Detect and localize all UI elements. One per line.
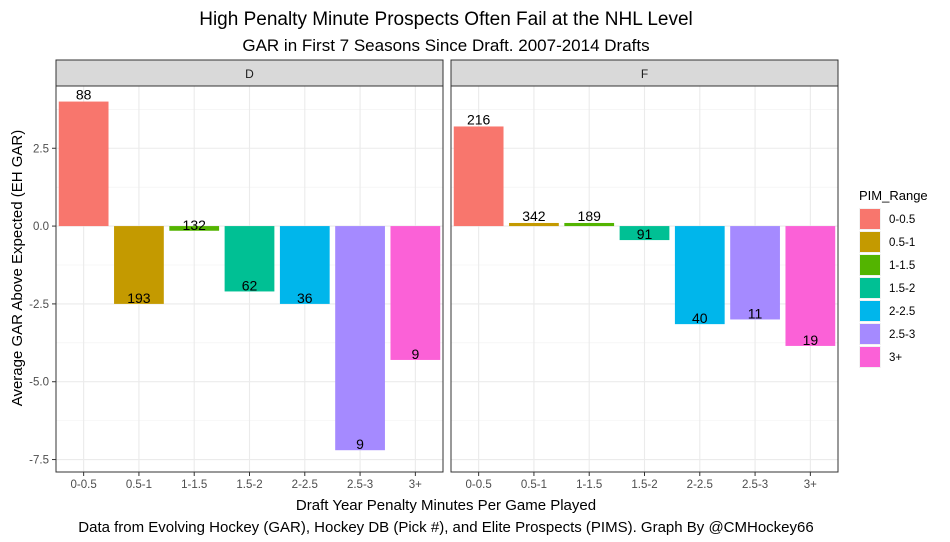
x-tick-label: 3+ [804, 479, 817, 491]
x-tick-label: 0-0.5 [71, 479, 97, 491]
bar-count-label: 62 [242, 277, 258, 293]
legend-title: PIM_Range [859, 188, 928, 203]
y-tick-label: -2.5 [29, 299, 49, 311]
x-tick-label: 2.5-3 [742, 479, 768, 491]
facet-panel-D: D 88 193 132 62 36 9 9 0-0.5 0.5-1 1-1.5 1.5-2 2-2.5… [55, 59, 444, 491]
facet-panel-F: F 216 342 189 91 40 11 19 0-0.5 0.5-1 1-1.5 1.5-2 2-… [450, 59, 839, 491]
bar-count-label: 189 [578, 208, 602, 224]
facet-strip [55, 59, 444, 87]
y-axis: -7.5 -5.0 -2.5 0.0 2.5 [29, 143, 56, 467]
x-tick-label: 2.5-3 [347, 479, 373, 491]
facet-strip-label: F [641, 67, 648, 81]
bar [453, 126, 504, 227]
x-tick-label: 3+ [409, 479, 422, 491]
legend-swatch [860, 324, 880, 344]
bar-count-label: 88 [76, 87, 92, 103]
chart-title: High Penalty Minute Prospects Often Fail… [199, 9, 693, 30]
bar-count-label: 19 [803, 332, 819, 348]
legend-label: 2-2.5 [889, 306, 915, 318]
facet-strip [450, 59, 839, 87]
legend-label: 0-0.5 [889, 214, 915, 226]
bar [564, 222, 615, 227]
legend-label: 1.5-2 [889, 283, 915, 295]
bar-count-label: 342 [522, 208, 546, 224]
x-tick-label: 1.5-2 [631, 479, 657, 491]
y-tick-label: 0.0 [33, 221, 49, 233]
legend-label: 0.5-1 [889, 237, 915, 249]
legend-swatch [860, 301, 880, 321]
y-axis-label: Average GAR Above Expected (EH GAR) [9, 130, 26, 407]
facet-panels: D 88 193 132 62 36 9 9 0-0.5 0.5-1 1-1.5 1.5-2 2-2.5… [55, 59, 839, 491]
x-tick-label: 0.5-1 [126, 479, 152, 491]
legend: PIM_Range 0-0.5 0.5-1 1-1.5 1.5-2 2-2.5 2.5-3… [859, 188, 928, 368]
chart-caption: Data from Evolving Hockey (GAR), Hockey … [78, 519, 813, 536]
legend-swatch [860, 347, 880, 367]
legend-label: 1-1.5 [889, 260, 915, 272]
bar [619, 226, 670, 241]
bar [785, 226, 836, 346]
bar [509, 222, 559, 227]
bar [674, 226, 725, 325]
bar-count-label: 9 [356, 436, 364, 452]
x-tick-label: 1.5-2 [236, 479, 262, 491]
bar-count-label: 36 [297, 290, 313, 306]
bar-count-label: 91 [637, 226, 653, 242]
bar [58, 101, 109, 227]
bar-count-label: 216 [467, 111, 491, 127]
x-tick-label: 0.5-1 [521, 479, 547, 491]
y-tick-label: -5.0 [29, 377, 49, 389]
bar [169, 226, 220, 231]
legend-swatch [860, 255, 880, 275]
bar [730, 226, 780, 320]
legend-swatch [860, 209, 880, 229]
x-tick-label: 0-0.5 [466, 479, 492, 491]
x-tick-label: 2-2.5 [687, 479, 713, 491]
bar [279, 226, 330, 304]
bar-count-label: 11 [748, 305, 763, 321]
bar-count-label: 132 [183, 217, 207, 233]
y-tick-label: 2.5 [33, 143, 49, 155]
facet-strip-label: D [245, 67, 254, 81]
legend-swatch [860, 232, 880, 252]
bar-count-label: 9 [411, 346, 419, 362]
legend-swatch [860, 278, 880, 298]
x-tick-label: 2-2.5 [292, 479, 318, 491]
bar [224, 226, 275, 292]
x-tick-label: 1-1.5 [576, 479, 602, 491]
bar [114, 226, 164, 304]
x-axis-label: Draft Year Penalty Minutes Per Game Play… [296, 497, 596, 514]
legend-label: 2.5-3 [889, 329, 915, 341]
bar-count-label: 193 [127, 290, 151, 306]
y-tick-label: -7.5 [29, 455, 49, 467]
bar-count-label: 40 [692, 310, 708, 326]
bar [390, 226, 441, 360]
x-tick-label: 1-1.5 [181, 479, 207, 491]
bar [335, 226, 385, 451]
legend-label: 3+ [889, 352, 902, 364]
chart-subtitle: GAR in First 7 Seasons Since Draft. 2007… [242, 36, 649, 55]
